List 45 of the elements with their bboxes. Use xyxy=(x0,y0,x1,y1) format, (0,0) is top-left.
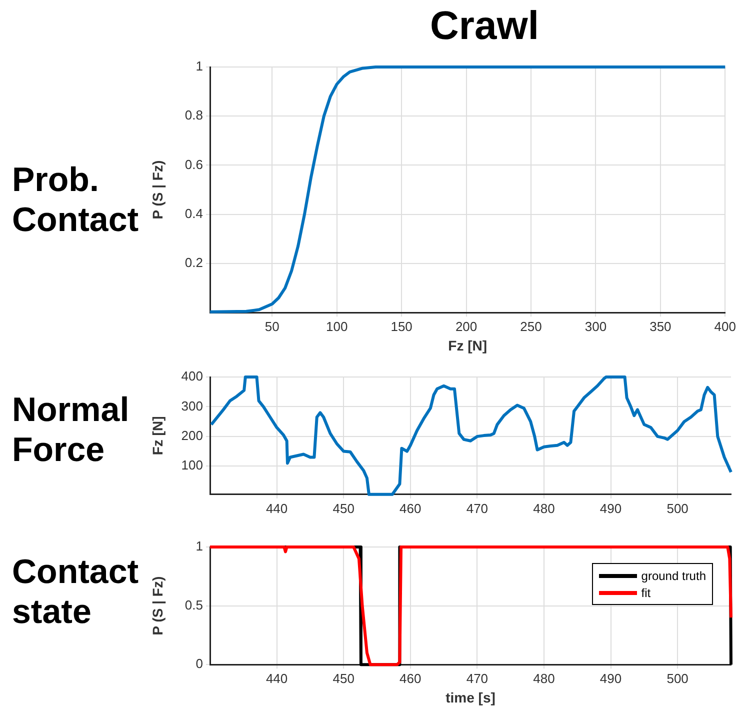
y-tick-label: 400 xyxy=(181,368,203,384)
y-tick-label: 100 xyxy=(181,458,203,473)
x-tick-label: 300 xyxy=(584,318,607,334)
x-tick-label: 100 xyxy=(326,318,348,334)
text: Normal Force xyxy=(12,391,130,469)
x-tick-label: 470 xyxy=(466,670,488,686)
x-tick-label: 200 xyxy=(455,318,478,334)
x-tick-label: 450 xyxy=(332,670,354,686)
y-tick-label: 0.4 xyxy=(184,206,203,221)
x-tick-label: 450 xyxy=(332,500,354,516)
x-tick-label: 500 xyxy=(666,500,688,516)
y-tick-label: 1 xyxy=(196,58,203,74)
x-tick-label: 490 xyxy=(600,500,622,516)
y-tick-label: 200 xyxy=(181,428,203,444)
y-axis-title: P (S | Fz) xyxy=(149,160,166,220)
y-tick-label: 1 xyxy=(196,538,203,554)
x-tick-label: 480 xyxy=(533,500,555,516)
chart-title: Crawl xyxy=(429,4,540,49)
legend-label: fit xyxy=(640,584,652,601)
y-tick-label: 0.5 xyxy=(184,597,203,612)
x-tick-label: 460 xyxy=(400,670,422,686)
x-tick-label: 470 xyxy=(466,500,488,516)
x-tick-label: 500 xyxy=(666,670,688,686)
y-tick-label: 0 xyxy=(196,656,203,672)
x-tick-label: 250 xyxy=(520,318,542,334)
x-tick-label: 350 xyxy=(650,318,672,334)
y-axis-title: P (S | Fz) xyxy=(149,576,166,636)
y-tick-label: 0.2 xyxy=(184,255,203,270)
x-tick-label: 150 xyxy=(390,318,412,334)
legend-label: ground truth xyxy=(640,568,706,584)
x-axis-title: Fz [N] xyxy=(448,337,488,354)
x-tick-label: 460 xyxy=(400,500,422,516)
x-tick-label: 480 xyxy=(533,670,555,686)
x-tick-label: 440 xyxy=(266,500,288,516)
x-tick-label: 50 xyxy=(264,318,280,334)
y-axis-title: Fz [N] xyxy=(149,416,166,456)
text: Prob. Contact xyxy=(12,161,139,239)
y-tick-label: 0.6 xyxy=(184,156,203,172)
x-tick-label: 400 xyxy=(714,318,736,334)
x-axis-title: time [s] xyxy=(446,689,496,706)
x-tick-label: 440 xyxy=(266,670,288,686)
y-tick-label: 300 xyxy=(181,398,203,414)
x-tick-label: 490 xyxy=(600,670,622,686)
y-tick-label: 0.8 xyxy=(184,108,203,123)
text: Contact state xyxy=(12,553,139,631)
